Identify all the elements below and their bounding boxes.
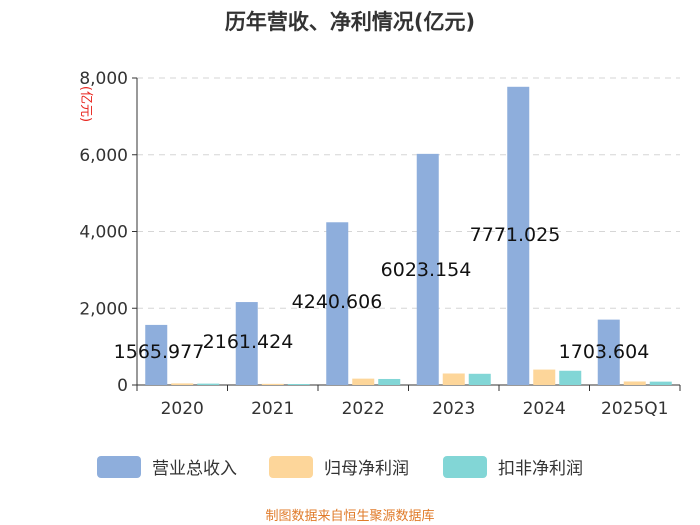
x-tick-label: 2024 [523,399,566,419]
bar-revenue [416,153,439,385]
chart-title: 历年营收、净利情况(亿元) [225,10,475,34]
revenue-data-label: 1565.977 [114,341,205,363]
legend-item[interactable]: 归母净利润 [269,456,409,479]
x-tick-label: 2022 [342,399,385,419]
bar-deducted-profit [559,370,582,385]
x-tick-label: 2020 [161,399,204,419]
bar-deducted-profit [649,381,672,385]
revenue-data-label: 7771.025 [470,224,561,246]
legend-label: 归母净利润 [324,459,409,479]
bar-revenue [145,324,168,385]
bar-revenue [235,302,258,385]
legend-swatch [97,456,141,478]
y-tick-label: 0 [117,376,128,396]
bar-net-profit [623,381,646,385]
source-note: 制图数据来自恒生聚源数据库 [265,508,434,524]
bar-net-profit [261,383,284,385]
bar-net-profit [442,373,465,385]
legend-swatch [443,456,487,478]
y-axis-unit-label: (亿元) [78,86,93,122]
bar-revenue [597,319,620,385]
x-tick-label: 2025Q1 [601,399,668,419]
y-tick-label: 2,000 [79,299,128,319]
legend-item[interactable]: 营业总收入 [97,456,237,479]
revenue-data-label: 2161.424 [203,331,294,353]
bar-deducted-profit [378,378,401,385]
x-tick-label: 2021 [251,399,294,419]
revenue-data-label: 4240.606 [292,291,383,313]
bar-deducted-profit [197,383,220,385]
bar-deducted-profit [468,373,491,385]
legend[interactable]: 营业总收入 归母净利润 扣非净利润 [97,456,583,479]
legend-label: 扣非净利润 [498,459,583,479]
legend-label: 营业总收入 [152,459,237,479]
legend-swatch [269,456,313,478]
revenue-data-label: 1703.604 [559,341,650,363]
bar-deducted-profit [287,384,310,385]
y-tick-label: 8,000 [79,69,128,89]
bar-net-profit [171,383,194,385]
bars [145,86,672,385]
legend-item[interactable]: 扣非净利润 [443,456,583,479]
x-tick-label: 2023 [432,399,475,419]
y-tick-label: 6,000 [79,146,128,166]
bar-net-profit [533,369,556,385]
axes: 0 2,000 4,000 6,000 8,000 2020 2021 2022 2023 202… [79,69,681,419]
y-tick-label: 4,000 [79,223,128,243]
bar-revenue [326,222,349,385]
revenue-data-label: 6023.154 [381,259,472,281]
bar-revenue [507,86,530,385]
gridlines [137,77,680,309]
bar-net-profit [352,378,375,385]
